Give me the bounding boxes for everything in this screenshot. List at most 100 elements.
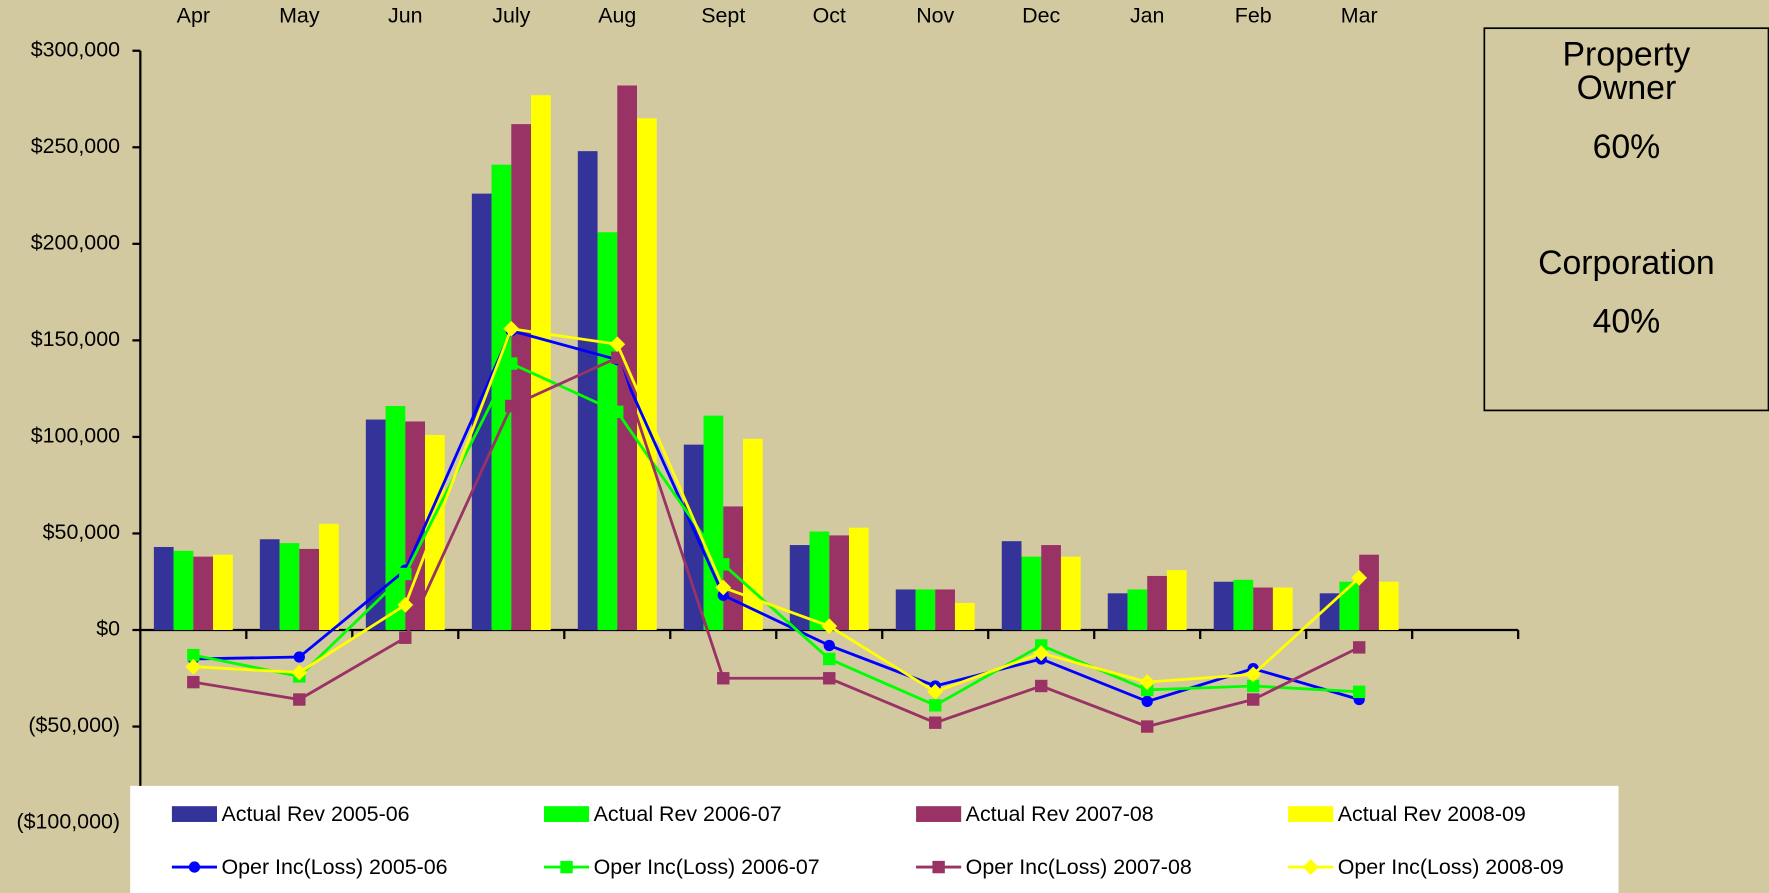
point bbox=[1141, 695, 1153, 708]
bar bbox=[597, 232, 618, 631]
point bbox=[1245, 666, 1262, 683]
legend-label: Oper Inc(Loss) 2007-08 bbox=[966, 855, 1192, 879]
point bbox=[187, 648, 200, 662]
point bbox=[1352, 685, 1366, 698]
x-tick-label: Dec bbox=[1022, 4, 1060, 28]
annotation-box bbox=[1483, 27, 1769, 412]
bar bbox=[895, 589, 916, 631]
legend-marker bbox=[560, 860, 573, 874]
legend-label: Oper Inc(Loss) 2008-09 bbox=[1338, 855, 1564, 879]
point bbox=[293, 651, 305, 663]
annotation: 40% bbox=[1593, 303, 1661, 341]
point bbox=[929, 716, 942, 729]
annotation: 60% bbox=[1593, 128, 1661, 166]
bar bbox=[617, 85, 638, 631]
bar bbox=[1319, 593, 1340, 631]
point bbox=[1141, 720, 1154, 733]
point bbox=[1035, 679, 1048, 693]
line bbox=[193, 361, 1360, 707]
legend-label: Actual Rev 2008-09 bbox=[1338, 802, 1526, 826]
x-tick-label: Oct bbox=[813, 4, 846, 28]
point bbox=[823, 672, 836, 685]
point bbox=[715, 579, 732, 596]
y-tick-label: $0 bbox=[96, 617, 120, 641]
point bbox=[505, 399, 518, 413]
point bbox=[399, 631, 412, 644]
y-tick-label: $150,000 bbox=[31, 327, 120, 351]
legend-label: Actual Rev 2005-06 bbox=[222, 802, 410, 826]
bar bbox=[915, 589, 936, 631]
legend-label: Actual Rev 2007-08 bbox=[966, 802, 1154, 826]
bar bbox=[531, 95, 551, 631]
bar bbox=[809, 531, 830, 631]
legend-marker bbox=[1302, 859, 1319, 875]
legend-marker bbox=[932, 860, 945, 874]
point bbox=[397, 597, 414, 613]
line bbox=[193, 355, 1360, 729]
y-tick-label: $100,000 bbox=[31, 424, 120, 448]
bar bbox=[1001, 541, 1022, 631]
point bbox=[1139, 674, 1156, 691]
bar bbox=[213, 554, 233, 631]
bar bbox=[1339, 581, 1360, 631]
bar bbox=[471, 193, 492, 631]
bar bbox=[935, 589, 955, 631]
bar bbox=[1147, 575, 1167, 631]
bar bbox=[153, 546, 174, 631]
x-tick-label: Apr bbox=[177, 4, 210, 28]
y-tick-label: $200,000 bbox=[31, 230, 120, 254]
bar bbox=[425, 434, 445, 631]
bar bbox=[1213, 581, 1234, 631]
bar bbox=[1253, 587, 1273, 631]
y-tick-label: $50,000 bbox=[43, 520, 120, 544]
legend-swatch bbox=[916, 806, 962, 822]
point bbox=[1246, 679, 1260, 693]
x-tick-label: Mar bbox=[1341, 4, 1378, 28]
legend-label: Oper Inc(Loss) 2006-07 bbox=[594, 855, 820, 879]
point bbox=[823, 639, 835, 652]
bar bbox=[1378, 581, 1399, 631]
bar bbox=[365, 419, 386, 631]
bar bbox=[848, 527, 869, 631]
bar bbox=[742, 438, 763, 631]
x-tick-label: Nov bbox=[916, 4, 954, 28]
bar bbox=[279, 543, 300, 631]
bar bbox=[1127, 589, 1148, 631]
line bbox=[193, 327, 1361, 694]
bar bbox=[1166, 570, 1187, 631]
y-tick-label: ($50,000) bbox=[28, 713, 120, 737]
x-tick-label: Sept bbox=[701, 4, 745, 28]
x-tick-label: Feb bbox=[1235, 4, 1272, 28]
point bbox=[717, 558, 730, 571]
legend-swatch bbox=[543, 806, 590, 822]
point bbox=[821, 618, 838, 635]
x-tick-label: Aug bbox=[598, 4, 636, 28]
x-tick-label: Jan bbox=[1130, 4, 1165, 28]
bar bbox=[1041, 545, 1061, 631]
annotation: Owner bbox=[1577, 69, 1677, 107]
legend-marker bbox=[188, 861, 201, 873]
bar bbox=[1107, 593, 1128, 631]
point bbox=[291, 664, 308, 681]
annotation: Property bbox=[1563, 35, 1691, 73]
bar bbox=[1021, 556, 1042, 631]
bar bbox=[577, 151, 598, 631]
point bbox=[717, 672, 730, 685]
bar bbox=[829, 535, 849, 631]
bar bbox=[193, 556, 214, 631]
y-tick-label: $300,000 bbox=[31, 37, 120, 61]
legend-swatch bbox=[1288, 806, 1334, 822]
bar bbox=[511, 124, 532, 631]
legend-label: Oper Inc(Loss) 2005-06 bbox=[222, 855, 448, 879]
legend-swatch bbox=[171, 806, 218, 822]
legend bbox=[130, 785, 1619, 893]
point bbox=[611, 405, 624, 419]
point bbox=[927, 683, 944, 700]
x-tick-label: July bbox=[492, 4, 530, 28]
point bbox=[929, 699, 942, 712]
point bbox=[823, 652, 836, 666]
bar bbox=[491, 164, 512, 631]
bar bbox=[1272, 587, 1293, 631]
legend-label: Actual Rev 2006-07 bbox=[594, 802, 782, 826]
